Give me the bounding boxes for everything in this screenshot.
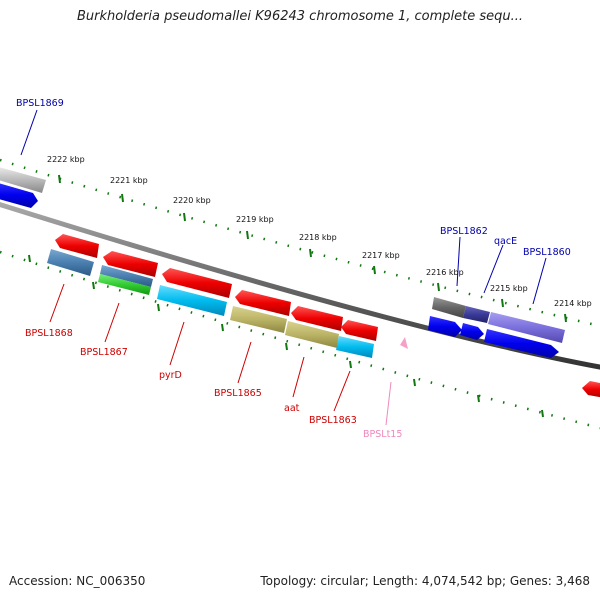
major-tick xyxy=(246,230,249,240)
gene-BPSLt15-pink[interactable] xyxy=(400,337,408,349)
gene-label[interactable]: BPSL1865 xyxy=(214,388,262,399)
gene-red-3[interactable] xyxy=(162,268,232,298)
gene-BPSL1860-purple[interactable] xyxy=(488,312,565,343)
leader-line xyxy=(237,341,252,384)
gene-BPSL1868-steel[interactable] xyxy=(47,249,94,276)
tick-label: 2220 kbp xyxy=(173,196,211,205)
leader-line xyxy=(104,302,120,343)
leader-line xyxy=(483,244,504,294)
leader-line xyxy=(292,356,305,398)
inner-tick xyxy=(157,303,160,312)
gene-red-1[interactable] xyxy=(55,234,99,258)
gene-pyrD-cyan[interactable] xyxy=(157,285,227,316)
tick-label: 2222 kbp xyxy=(47,155,85,164)
tick-label: 2217 kbp xyxy=(362,251,400,260)
outer-tick-track xyxy=(0,158,600,328)
major-tick xyxy=(183,212,186,222)
major-tick xyxy=(309,248,312,258)
gene-BPSL1862-dark[interactable] xyxy=(432,297,466,318)
gene-label[interactable]: BPSL1863 xyxy=(309,415,357,426)
inner-tick-track xyxy=(0,250,600,430)
gene-BPSL1862-navy[interactable] xyxy=(463,306,490,323)
gene-label[interactable]: BPSL1869 xyxy=(16,98,64,109)
gene-blue-c[interactable] xyxy=(484,329,559,358)
gene-red-4[interactable] xyxy=(235,290,291,316)
inner-tick xyxy=(349,360,352,369)
gene-red-5[interactable] xyxy=(291,306,343,331)
gene-label[interactable]: BPSL1867 xyxy=(80,347,128,358)
tick-label: 2214 kbp xyxy=(554,299,592,308)
leader-line xyxy=(49,283,65,323)
inner-tick xyxy=(413,378,416,387)
gene-BPSL1867-green[interactable] xyxy=(98,274,151,295)
gene-label[interactable]: BPSL1862 xyxy=(440,226,488,237)
tick-label: 2215 kbp xyxy=(490,284,528,293)
leader-line xyxy=(169,321,185,366)
map-title: Burkholderia pseudomallei K96243 chromos… xyxy=(76,9,524,24)
major-tick xyxy=(564,313,567,323)
gene-BPSL1867-steel[interactable] xyxy=(100,265,153,287)
gene-BPSL1869[interactable] xyxy=(0,182,38,208)
gene-label[interactable]: aat xyxy=(284,403,300,414)
gene-BPSL1865-olive[interactable] xyxy=(230,306,287,333)
gene-label[interactable]: pyrD xyxy=(159,370,182,381)
gene-blue-b[interactable] xyxy=(460,323,484,340)
gene-red-edge[interactable] xyxy=(582,381,600,398)
major-tick xyxy=(58,174,61,184)
gene-blue-a[interactable] xyxy=(428,316,462,337)
major-tick xyxy=(121,193,124,203)
tick-label: 2216 kbp xyxy=(426,268,464,277)
gene-BPSL1863-cyan[interactable] xyxy=(336,336,374,358)
leader-line xyxy=(532,257,547,305)
inner-tick xyxy=(92,281,95,290)
major-tick xyxy=(373,265,376,275)
gene-label[interactable]: BPSL1868 xyxy=(25,328,73,339)
tick-label: 2219 kbp xyxy=(236,215,274,224)
gene-label[interactable]: BPSLt15 xyxy=(363,429,402,440)
major-tick xyxy=(437,282,440,292)
leader-line xyxy=(456,236,461,287)
inner-tick xyxy=(221,323,224,332)
gene-red-6[interactable] xyxy=(341,320,378,341)
major-ticks xyxy=(58,174,567,323)
leader-line xyxy=(20,109,38,156)
major-tick xyxy=(501,298,504,308)
inner-tick xyxy=(285,342,288,351)
topology-label: Topology: circular; Length: 4,074,542 bp… xyxy=(260,574,590,588)
gene-BPSL1869-gray[interactable] xyxy=(0,166,46,193)
gene-aat-olive[interactable] xyxy=(285,321,339,348)
tick-label: 2218 kbp xyxy=(299,233,337,242)
inner-tick xyxy=(28,254,31,263)
tick-label: 2221 kbp xyxy=(110,176,148,185)
gene-label[interactable]: qacE xyxy=(494,236,517,247)
inner-ticks xyxy=(28,254,544,418)
leader-line xyxy=(385,381,392,426)
inner-tick xyxy=(541,409,544,418)
gene-label[interactable]: BPSL1860 xyxy=(523,247,571,258)
gene-red-2[interactable] xyxy=(103,251,158,277)
leader-line xyxy=(333,370,351,412)
accession-label: Accession: NC_006350 xyxy=(9,574,146,588)
inner-tick xyxy=(477,394,480,403)
